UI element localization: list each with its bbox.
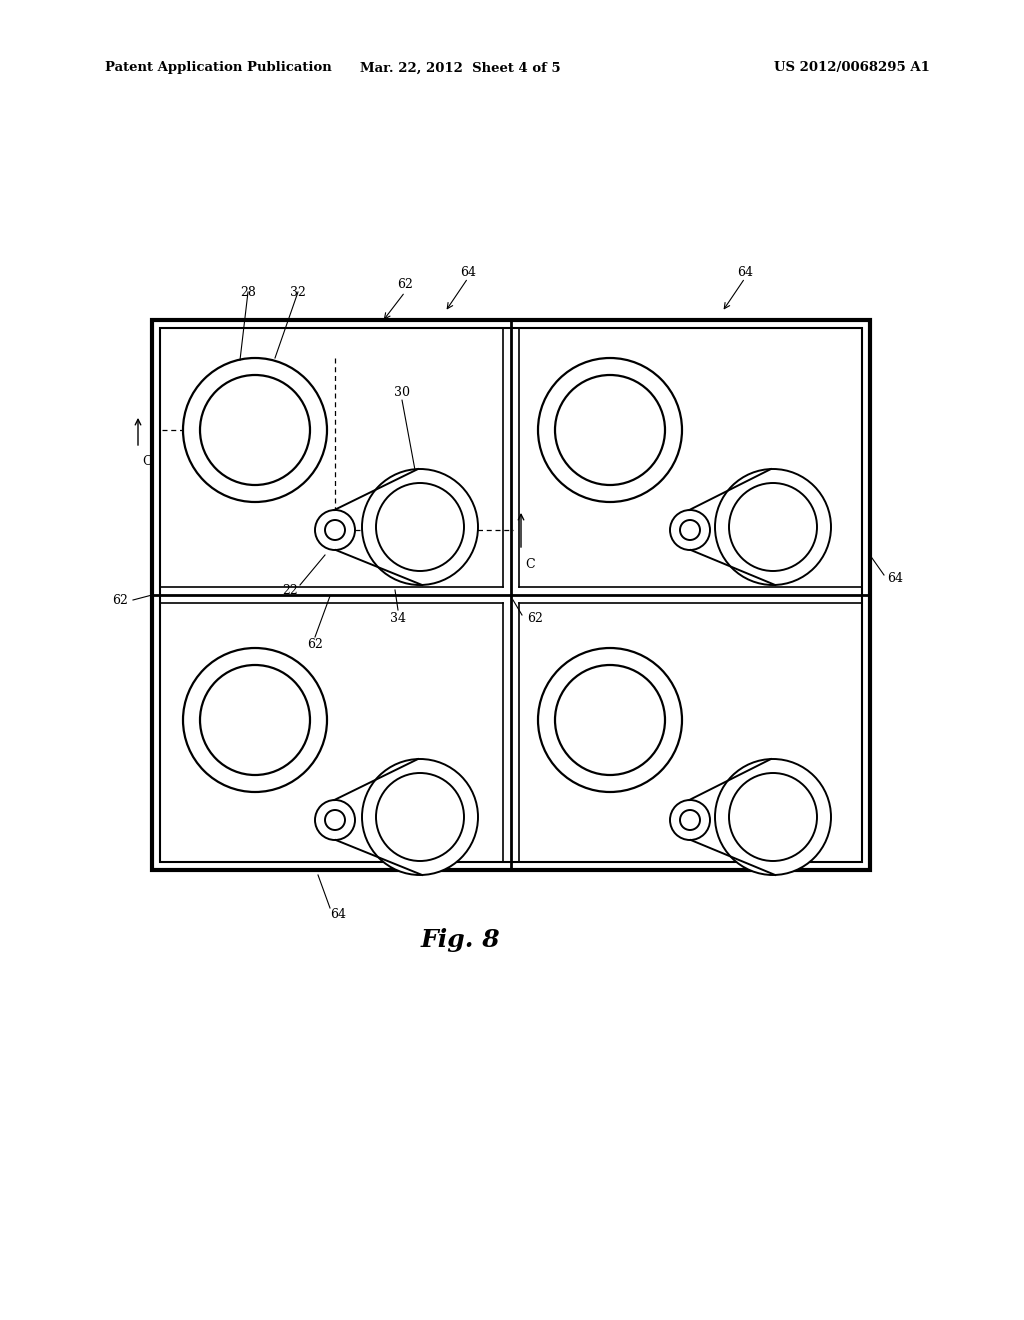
- Circle shape: [715, 469, 831, 585]
- Text: 62: 62: [527, 611, 543, 624]
- Circle shape: [315, 510, 355, 550]
- Text: 64: 64: [737, 265, 753, 279]
- Text: 28: 28: [240, 285, 256, 298]
- Circle shape: [670, 800, 710, 840]
- Text: Fig. 8: Fig. 8: [420, 928, 500, 952]
- Bar: [160, 327, 862, 862]
- Circle shape: [680, 810, 700, 830]
- Circle shape: [555, 375, 665, 484]
- Text: C: C: [142, 455, 152, 469]
- Circle shape: [670, 510, 710, 550]
- Circle shape: [315, 800, 355, 840]
- Text: C: C: [525, 558, 535, 572]
- Circle shape: [680, 520, 700, 540]
- Circle shape: [362, 759, 478, 875]
- Circle shape: [376, 483, 464, 572]
- Text: 34: 34: [390, 611, 406, 624]
- Circle shape: [325, 520, 345, 540]
- Text: Patent Application Publication: Patent Application Publication: [105, 62, 332, 74]
- Text: 64: 64: [887, 572, 903, 585]
- Circle shape: [376, 774, 464, 861]
- Text: 32: 32: [290, 285, 306, 298]
- Circle shape: [183, 648, 327, 792]
- Circle shape: [183, 358, 327, 502]
- Text: 64: 64: [460, 265, 476, 279]
- Circle shape: [538, 358, 682, 502]
- Circle shape: [729, 483, 817, 572]
- Text: 62: 62: [397, 279, 413, 292]
- Text: 22: 22: [283, 583, 298, 597]
- Text: 62: 62: [307, 639, 323, 652]
- Text: Mar. 22, 2012  Sheet 4 of 5: Mar. 22, 2012 Sheet 4 of 5: [359, 62, 560, 74]
- Text: 64: 64: [330, 908, 346, 921]
- Circle shape: [538, 648, 682, 792]
- Bar: [152, 319, 870, 870]
- Circle shape: [362, 469, 478, 585]
- Circle shape: [555, 665, 665, 775]
- Circle shape: [729, 774, 817, 861]
- Circle shape: [200, 375, 310, 484]
- Text: 62: 62: [112, 594, 128, 606]
- Text: US 2012/0068295 A1: US 2012/0068295 A1: [774, 62, 930, 74]
- Circle shape: [715, 759, 831, 875]
- Circle shape: [325, 810, 345, 830]
- Text: 30: 30: [394, 385, 410, 399]
- Circle shape: [200, 665, 310, 775]
